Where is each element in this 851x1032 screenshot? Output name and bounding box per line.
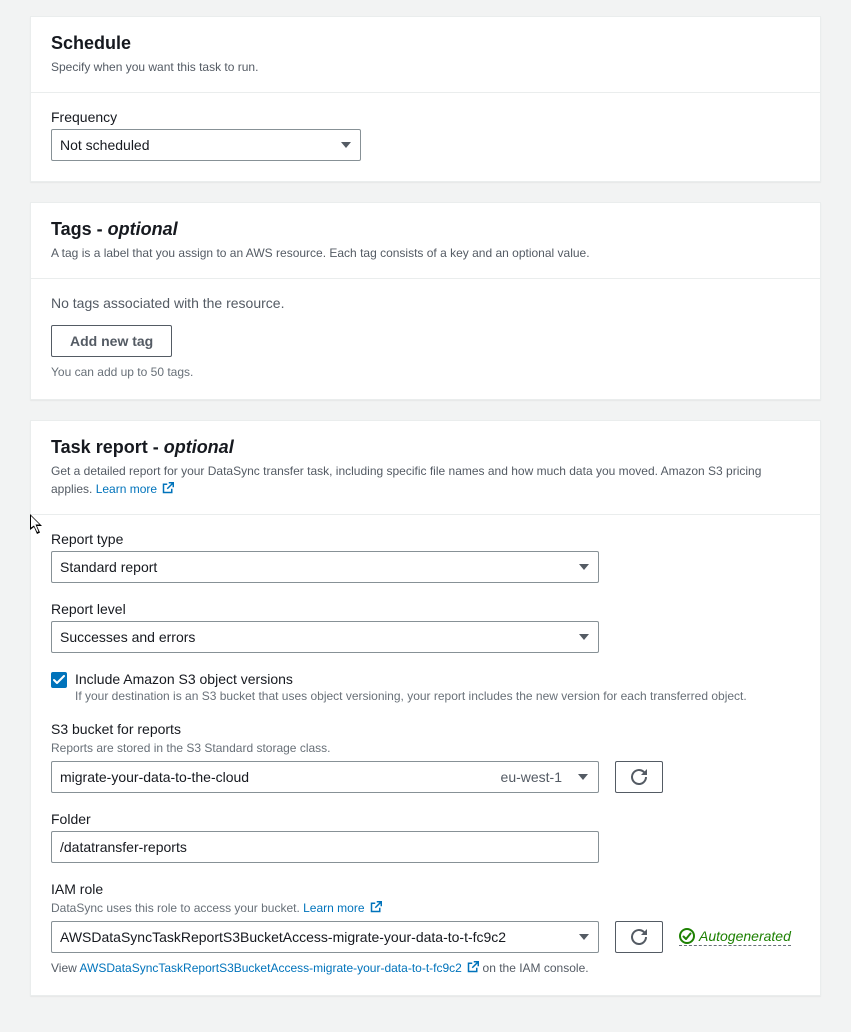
include-versions-content: Include Amazon S3 object versions If you…: [75, 671, 800, 703]
tags-empty-text: No tags associated with the resource.: [51, 295, 800, 311]
folder-label: Folder: [51, 811, 800, 827]
frequency-select[interactable]: Not scheduled: [51, 129, 361, 161]
refresh-s3-button[interactable]: [615, 761, 663, 793]
report-level-label: Report level: [51, 601, 800, 617]
include-versions-label: Include Amazon S3 object versions: [75, 671, 800, 687]
s3-bucket-hint: Reports are stored in the S3 Standard st…: [51, 741, 800, 755]
s3-bucket-region: eu-west-1: [501, 769, 568, 785]
task-report-title-text: Task report -: [51, 437, 164, 457]
include-versions-field: Include Amazon S3 object versions If you…: [51, 671, 800, 703]
learn-more-link[interactable]: Learn more: [96, 482, 175, 496]
report-level-field: Report level Successes and errors: [51, 601, 800, 653]
include-versions-hint: If your destination is an S3 bucket that…: [75, 689, 800, 703]
tags-subtitle: A tag is a label that you assign to an A…: [51, 244, 800, 262]
schedule-body: Frequency Not scheduled: [31, 93, 820, 181]
folder-input[interactable]: [51, 831, 599, 863]
autogenerated-status: Autogenerated: [679, 928, 791, 946]
view-suffix: on the IAM console.: [483, 961, 589, 975]
s3-bucket-field: S3 bucket for reports Reports are stored…: [51, 721, 800, 793]
include-versions-checkbox[interactable]: [51, 672, 67, 688]
view-prefix: View: [51, 961, 79, 975]
view-iam-link-text: AWSDataSyncTaskReportS3BucketAccess-migr…: [79, 961, 461, 975]
s3-bucket-select[interactable]: migrate-your-data-to-the-cloud eu-west-1: [51, 761, 599, 793]
tags-title: Tags - optional: [51, 219, 800, 240]
tags-limit-text: You can add up to 50 tags.: [51, 365, 800, 379]
task-report-title: Task report - optional: [51, 437, 800, 458]
frequency-select-wrap: Not scheduled: [51, 129, 361, 161]
schedule-subtitle: Specify when you want this task to run.: [51, 58, 800, 76]
s3-bucket-label: S3 bucket for reports: [51, 721, 800, 737]
report-level-select-wrap: Successes and errors: [51, 621, 599, 653]
schedule-title: Schedule: [51, 33, 800, 54]
tags-header: Tags - optional A tag is a label that yo…: [31, 203, 820, 279]
s3-bucket-value: migrate-your-data-to-the-cloud: [60, 769, 249, 785]
iam-learn-more-link[interactable]: Learn more: [303, 901, 382, 915]
refresh-icon: [631, 769, 647, 785]
tags-panel: Tags - optional A tag is a label that yo…: [30, 202, 821, 400]
tags-title-optional: optional: [108, 219, 178, 239]
tags-body: No tags associated with the resource. Ad…: [31, 279, 820, 399]
report-type-select[interactable]: Standard report: [51, 551, 599, 583]
frequency-field: Frequency Not scheduled: [51, 109, 800, 161]
report-level-select[interactable]: Successes and errors: [51, 621, 599, 653]
report-type-select-wrap: Standard report: [51, 551, 599, 583]
check-icon: [53, 675, 65, 685]
frequency-label: Frequency: [51, 109, 800, 125]
add-new-tag-button[interactable]: Add new tag: [51, 325, 172, 357]
success-check-circle-icon: [679, 928, 695, 944]
caret-down-icon: [578, 774, 588, 780]
task-report-title-optional: optional: [164, 437, 234, 457]
task-report-panel: Task report - optional Get a detailed re…: [30, 420, 821, 996]
refresh-iam-button[interactable]: [615, 921, 663, 953]
include-versions-row: Include Amazon S3 object versions If you…: [51, 671, 800, 703]
task-report-header: Task report - optional Get a detailed re…: [31, 421, 820, 515]
schedule-panel: Schedule Specify when you want this task…: [30, 16, 821, 182]
schedule-header: Schedule Specify when you want this task…: [31, 17, 820, 93]
refresh-icon: [631, 929, 647, 945]
external-link-icon: [467, 961, 479, 973]
report-type-label: Report type: [51, 531, 800, 547]
learn-more-text: Learn more: [96, 482, 157, 496]
iam-learn-more-text: Learn more: [303, 901, 364, 915]
report-type-field: Report type Standard report: [51, 531, 800, 583]
task-report-body: Report type Standard report Report level…: [31, 515, 820, 995]
iam-role-row: AWSDataSyncTaskReportS3BucketAccess-migr…: [51, 921, 800, 953]
iam-role-hint-text: DataSync uses this role to access your b…: [51, 901, 303, 915]
task-report-subtitle: Get a detailed report for your DataSync …: [51, 462, 800, 498]
view-iam-line: View AWSDataSyncTaskReportS3BucketAccess…: [51, 961, 800, 975]
iam-role-select[interactable]: AWSDataSyncTaskReportS3BucketAccess-migr…: [51, 921, 599, 953]
iam-role-label: IAM role: [51, 881, 800, 897]
iam-role-select-wrap: AWSDataSyncTaskReportS3BucketAccess-migr…: [51, 921, 599, 953]
iam-role-hint: DataSync uses this role to access your b…: [51, 901, 800, 915]
view-iam-link[interactable]: AWSDataSyncTaskReportS3BucketAccess-migr…: [79, 961, 482, 975]
tags-title-text: Tags -: [51, 219, 108, 239]
external-link-icon: [370, 901, 382, 913]
iam-role-field: IAM role DataSync uses this role to acce…: [51, 881, 800, 975]
autogenerated-text: Autogenerated: [699, 928, 791, 944]
folder-field: Folder: [51, 811, 800, 863]
external-link-icon: [162, 482, 174, 494]
s3-bucket-row: migrate-your-data-to-the-cloud eu-west-1: [51, 761, 800, 793]
